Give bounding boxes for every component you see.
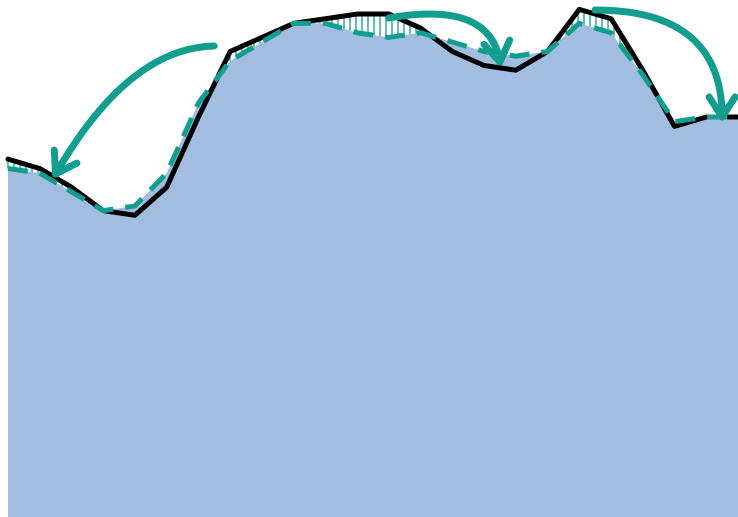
annotation-arrow — [385, 10, 504, 66]
filled-area-layer — [8, 23, 738, 517]
annotation-arrow — [591, 6, 726, 121]
annotation-arrow-head — [50, 146, 81, 178]
annotation-arrow-head — [480, 36, 514, 66]
annotation-arrow — [52, 42, 218, 178]
series-lines-layer — [5, 6, 738, 218]
annotation-arrow-head — [705, 93, 738, 121]
smoothed-series-line — [7, 20, 738, 214]
actual-series-line — [5, 6, 738, 218]
annotation-arrows-layer — [50, 6, 738, 178]
area-fill — [8, 23, 738, 517]
